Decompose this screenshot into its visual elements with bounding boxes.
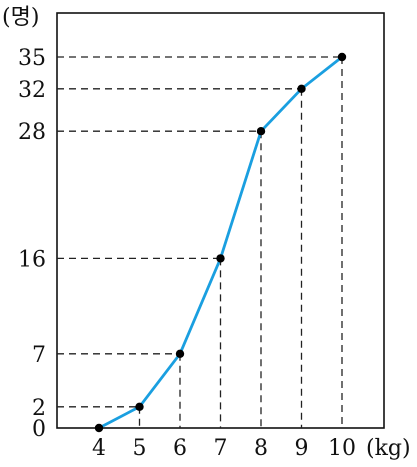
data-point (256, 127, 266, 136)
data-points (94, 52, 347, 433)
y-tick-label: 0 (32, 417, 46, 442)
x-tick-label: 6 (173, 436, 187, 461)
y-tick-label: 28 (18, 120, 46, 145)
x-tick-label: 10 (328, 436, 356, 461)
y-tick-labels: 02 7 16 28 32 35 (18, 46, 46, 442)
data-point (216, 254, 225, 263)
data-point (297, 84, 306, 94)
y-tick-label: 32 (18, 78, 46, 103)
data-point (337, 52, 347, 62)
y-tick-label: 16 (18, 247, 46, 272)
y-tick-label: 35 (18, 46, 46, 71)
data-point (175, 349, 185, 358)
x-axis-label: (kg) (366, 436, 411, 461)
data-point (135, 402, 144, 411)
plot-frame (56, 12, 385, 429)
guide-lines (57, 56, 343, 428)
x-tick-label: 8 (254, 436, 268, 461)
x-tick-label: 7 (214, 436, 228, 461)
x-tick-label: 9 (295, 436, 309, 461)
y-tick-label: 7 (32, 343, 46, 368)
x-tick-label: 4 (92, 436, 106, 461)
data-point (94, 423, 104, 433)
y-axis-label: (명) (2, 5, 39, 30)
x-tick-label: 5 (133, 436, 147, 461)
x-tick-labels: 4 5 6 7 8 9 10 (92, 436, 356, 461)
y-tick-label: 2 (32, 396, 46, 421)
